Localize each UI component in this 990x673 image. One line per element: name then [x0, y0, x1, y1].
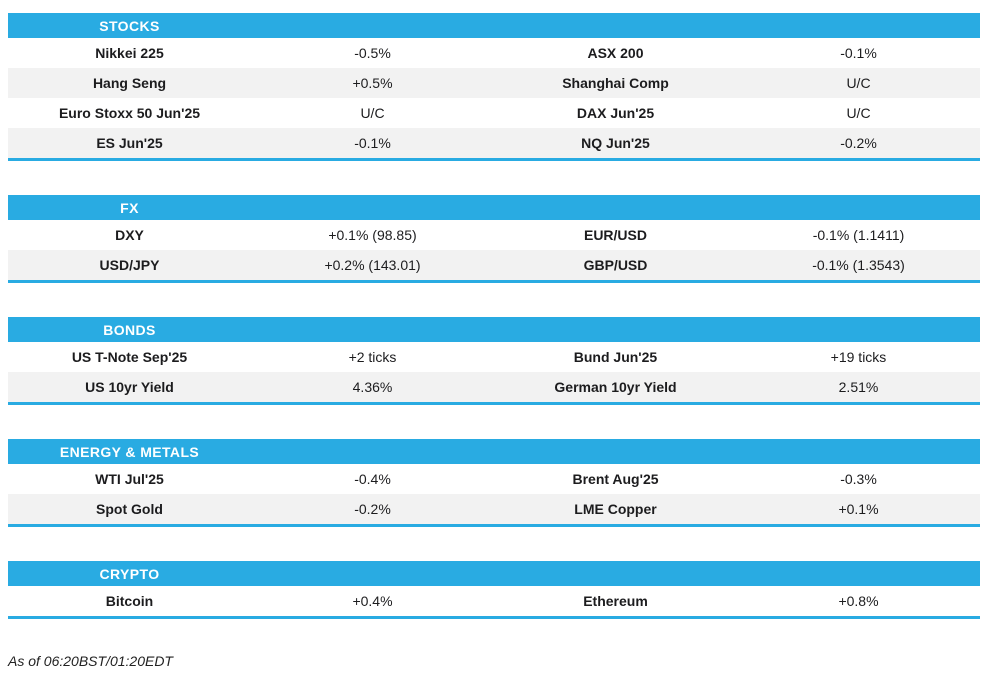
instrument-change: -0.4% — [354, 471, 391, 487]
section-bonds: BONDS US T-Note Sep'25 +2 ticks Bund Jun… — [8, 317, 980, 405]
instrument-change: -0.1% (1.1411) — [812, 227, 905, 243]
section-header-energy-metals: ENERGY & METALS — [8, 439, 980, 464]
instrument-name: Bund Jun'25 — [573, 349, 658, 365]
instrument-name: USD/JPY — [99, 257, 160, 273]
instrument-name: Hang Seng — [92, 75, 167, 91]
instrument-change: +0.2% (143.01) — [324, 257, 421, 273]
section-title: FX — [120, 199, 139, 216]
section-energy-metals: ENERGY & METALS WTI Jul'25 -0.4% Brent A… — [8, 439, 980, 527]
section-header-crypto: CRYPTO — [8, 561, 980, 586]
instrument-change: +0.4% — [352, 593, 393, 609]
table-row: Bitcoin +0.4% Ethereum +0.8% — [8, 586, 980, 616]
instrument-change: -0.2% — [840, 135, 877, 151]
instrument-name: Brent Aug'25 — [572, 471, 659, 487]
instrument-name: DXY — [115, 227, 144, 243]
section-header-fx: FX — [8, 195, 980, 220]
table-row: WTI Jul'25 -0.4% Brent Aug'25 -0.3% — [8, 464, 980, 494]
section-title: BONDS — [103, 321, 156, 338]
section-stocks: STOCKS Nikkei 225 -0.5% ASX 200 -0.1% Ha… — [8, 13, 980, 161]
table-row: ES Jun'25 -0.1% NQ Jun'25 -0.2% — [8, 128, 980, 158]
table-row: Hang Seng +0.5% Shanghai Comp U/C — [8, 68, 980, 98]
instrument-change: +19 ticks — [830, 349, 887, 365]
table-row: Nikkei 225 -0.5% ASX 200 -0.1% — [8, 38, 980, 68]
instrument-change: -0.1% — [354, 135, 391, 151]
instrument-name: EUR/USD — [583, 227, 647, 243]
instrument-change: +0.5% — [352, 75, 393, 91]
instrument-change: U/C — [360, 105, 385, 121]
section-header-stocks: STOCKS — [8, 13, 980, 38]
section-fx: FX DXY +0.1% (98.85) EUR/USD -0.1% (1.14… — [8, 195, 980, 283]
instrument-name: ASX 200 — [587, 45, 644, 61]
instrument-name: Bitcoin — [105, 593, 154, 609]
section-title: STOCKS — [99, 17, 160, 34]
table-row: US 10yr Yield 4.36% German 10yr Yield 2.… — [8, 372, 980, 402]
instrument-name: DAX Jun'25 — [576, 105, 655, 121]
instrument-change: +0.1% — [838, 501, 879, 517]
table-row: DXY +0.1% (98.85) EUR/USD -0.1% (1.1411) — [8, 220, 980, 250]
instrument-change: -0.5% — [354, 45, 391, 61]
instrument-change: U/C — [846, 105, 871, 121]
instrument-name: WTI Jul'25 — [95, 471, 164, 487]
instrument-name: German 10yr Yield — [554, 379, 677, 395]
table-row: Euro Stoxx 50 Jun'25 U/C DAX Jun'25 U/C — [8, 98, 980, 128]
table-row: USD/JPY +0.2% (143.01) GBP/USD -0.1% (1.… — [8, 250, 980, 280]
section-crypto: CRYPTO Bitcoin +0.4% Ethereum +0.8% — [8, 561, 980, 619]
instrument-name: Shanghai Comp — [562, 75, 669, 91]
instrument-change: -0.1% — [840, 45, 877, 61]
section-title: CRYPTO — [99, 565, 160, 582]
instrument-change: 2.51% — [838, 379, 879, 395]
instrument-name: US 10yr Yield — [85, 379, 174, 395]
instrument-change: -0.3% — [840, 471, 877, 487]
instrument-change: +0.1% (98.85) — [328, 227, 417, 243]
instrument-name: LME Copper — [574, 501, 657, 517]
instrument-change: 4.36% — [352, 379, 393, 395]
instrument-change: U/C — [846, 75, 871, 91]
instrument-change: +2 ticks — [348, 349, 397, 365]
section-title: ENERGY & METALS — [59, 443, 200, 460]
instrument-name: NQ Jun'25 — [581, 135, 650, 151]
as-of-timestamp: As of 06:20BST/01:20EDT — [8, 653, 173, 669]
instrument-change: -0.2% — [354, 501, 391, 517]
instrument-change: +0.8% — [838, 593, 879, 609]
instrument-name: ES Jun'25 — [96, 135, 163, 151]
instrument-name: Ethereum — [583, 593, 648, 609]
section-header-bonds: BONDS — [8, 317, 980, 342]
instrument-change: -0.1% (1.3543) — [812, 257, 905, 273]
instrument-name: US T-Note Sep'25 — [71, 349, 188, 365]
table-row: Spot Gold -0.2% LME Copper +0.1% — [8, 494, 980, 524]
instrument-name: GBP/USD — [583, 257, 648, 273]
table-row: US T-Note Sep'25 +2 ticks Bund Jun'25 +1… — [8, 342, 980, 372]
instrument-name: Spot Gold — [96, 501, 163, 517]
instrument-name: Nikkei 225 — [95, 45, 164, 61]
instrument-name: Euro Stoxx 50 Jun'25 — [58, 105, 201, 121]
